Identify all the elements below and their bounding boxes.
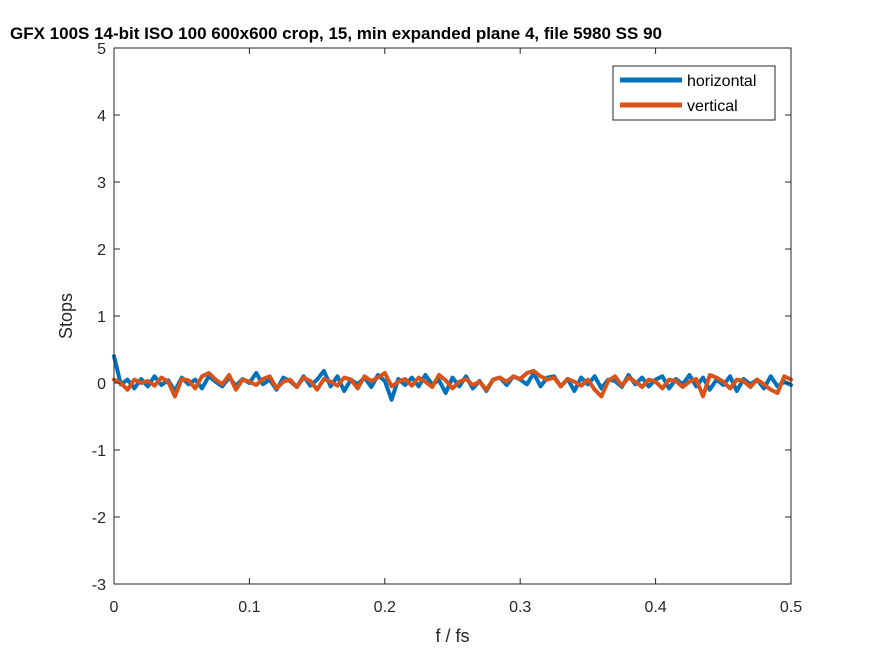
legend: horizontal vertical — [612, 65, 776, 121]
x-tick-label: 0.5 — [780, 599, 802, 616]
x-tick-label: 0.1 — [238, 599, 260, 616]
x-tick-label: 0.4 — [644, 599, 666, 616]
legend-label-vertical: vertical — [687, 98, 738, 115]
y-tick-label: 4 — [97, 108, 106, 125]
y-axis-label: Stops — [56, 293, 76, 339]
y-tick-label: -3 — [92, 577, 106, 594]
y-tick-label: 5 — [97, 41, 106, 58]
series-line-vertical — [112, 368, 793, 399]
x-tick-label: 0.2 — [374, 599, 396, 616]
x-tick-label: 0.3 — [509, 599, 531, 616]
y-tick-label: -1 — [92, 443, 106, 460]
ticks-layer: 0 0.1 0.2 0.3 0.4 0.5 -3 -2 -1 0 1 2 3 4 5 — [92, 41, 802, 616]
x-axis-label: f / fs — [435, 626, 469, 646]
chart-title: GFX 100S 14-bit ISO 100 600x600 crop, 15… — [10, 24, 662, 43]
plot-area — [114, 48, 791, 584]
legend-label-horizontal: horizontal — [687, 73, 756, 90]
legend-box — [612, 65, 776, 121]
x-tick-label: 0 — [110, 599, 119, 616]
y-tick-label: 0 — [97, 376, 106, 393]
y-tick-label: 1 — [97, 309, 106, 326]
y-tick-label: 2 — [97, 242, 106, 259]
y-tick-label: -2 — [92, 510, 106, 527]
title-group: GFX 100S 14-bit ISO 100 600x600 crop, 15… — [10, 24, 662, 43]
y-tick-label: 3 — [97, 175, 106, 192]
series-layer — [112, 354, 793, 402]
